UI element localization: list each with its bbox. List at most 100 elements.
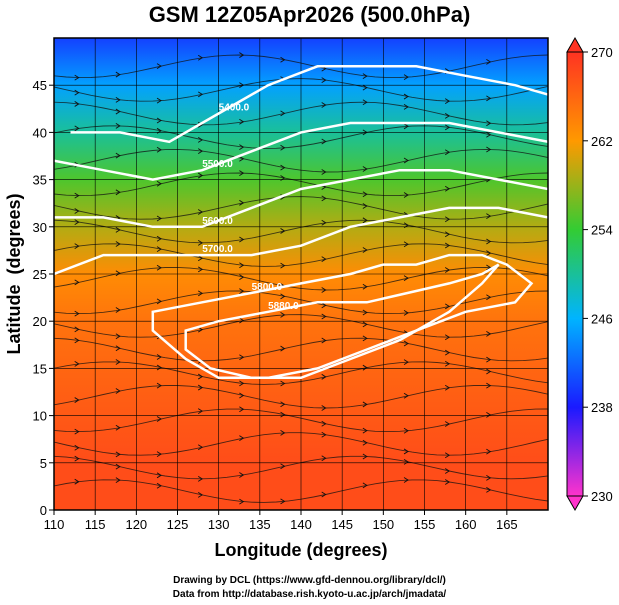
wind-arrow xyxy=(444,360,451,367)
wind-arrow xyxy=(321,405,327,411)
colorbar-ticks: 270 262 254 246 238 230 xyxy=(583,45,613,504)
wind-arrow xyxy=(486,238,492,245)
wind-arrow xyxy=(156,246,162,253)
wind-arrow xyxy=(74,478,80,485)
wind-arrow xyxy=(486,59,492,65)
wind-arrow xyxy=(197,290,204,297)
wind-arrow xyxy=(362,217,368,224)
wind-arrow xyxy=(74,219,80,226)
contour-label: 5880.0 xyxy=(268,301,299,312)
wind-arrow xyxy=(362,401,368,408)
wind-arrow xyxy=(403,93,409,100)
wind-arrow xyxy=(444,216,451,223)
wind-arrow xyxy=(74,310,80,317)
y-tick-label: 40 xyxy=(33,125,47,140)
wind-arrow xyxy=(403,340,409,347)
wind-arrow xyxy=(321,77,327,84)
wind-arrow xyxy=(486,250,492,257)
wind-arrow xyxy=(321,287,327,293)
wind-arrow xyxy=(444,349,451,356)
wind-arrow xyxy=(403,157,409,164)
wind-arrow xyxy=(197,54,204,61)
wind-arrow xyxy=(444,468,451,474)
height-contour xyxy=(184,263,500,380)
wind-arrow xyxy=(486,448,492,455)
wind-arrow xyxy=(239,354,245,361)
chart-title: GSM 12Z05Apr2026 (500.0hPa) xyxy=(148,2,471,27)
wind-arrow xyxy=(197,266,204,273)
wind-arrow xyxy=(115,451,121,458)
wind-arrow xyxy=(486,131,492,138)
wind-arrow xyxy=(156,117,162,124)
x-tick-label: 115 xyxy=(85,517,106,532)
wind-arrow xyxy=(403,448,409,455)
wind-arrow xyxy=(239,199,245,206)
wind-arrow xyxy=(403,123,409,130)
wind-arrow xyxy=(156,416,162,422)
height-contour xyxy=(151,253,534,380)
y-tick-label: 20 xyxy=(33,314,47,329)
x-axis-label: Longitude (degrees) xyxy=(214,540,387,560)
wind-arrow xyxy=(239,118,245,125)
wind-arrow xyxy=(156,451,162,458)
y-tick-label: 30 xyxy=(33,220,47,235)
wind-arrow xyxy=(197,255,204,262)
y-tick-label: 15 xyxy=(33,361,47,376)
wind-arrow xyxy=(486,120,492,127)
contour-label: 5700.0 xyxy=(202,244,233,255)
wind-arrow xyxy=(486,474,492,481)
grid-lines xyxy=(54,38,548,510)
wind-arrow xyxy=(280,144,286,151)
wind-arrow xyxy=(197,148,204,155)
wind-arrow xyxy=(362,427,368,434)
wind-arrow xyxy=(362,309,368,316)
wind-arrow xyxy=(403,104,409,110)
wind-arrow xyxy=(444,334,451,341)
wind-arrow xyxy=(444,303,451,310)
wind-arrow xyxy=(280,228,286,234)
wind-arrow xyxy=(403,74,409,81)
wind-arrow xyxy=(362,166,368,172)
wind-arrow xyxy=(156,180,162,187)
height-contour xyxy=(54,168,548,229)
wind-arrow xyxy=(362,203,368,209)
wind-arrow xyxy=(239,435,245,442)
contour-label: 5600.0 xyxy=(202,216,233,227)
y-tick-label: 0 xyxy=(40,503,47,518)
y-tick-label: 45 xyxy=(33,78,47,93)
x-tick-label: 140 xyxy=(290,517,312,532)
wind-arrow xyxy=(486,95,492,102)
wind-arrow xyxy=(362,364,368,371)
wind-arrow xyxy=(197,408,204,414)
wind-arrow xyxy=(115,189,121,196)
wind-arrow xyxy=(280,164,286,171)
wind-arrow xyxy=(321,169,327,175)
wind-arrow xyxy=(321,195,327,202)
wind-arrow xyxy=(280,312,286,318)
wind-arrow xyxy=(403,427,409,434)
wind-arrow xyxy=(156,482,162,489)
wind-arrow xyxy=(74,455,80,462)
y-tick-label: 35 xyxy=(33,173,47,188)
x-tick-label: 150 xyxy=(372,517,394,532)
wind-arrow xyxy=(280,262,286,269)
wind-arrow xyxy=(486,331,492,337)
wind-arrow xyxy=(444,452,451,459)
contour-label: 5500.0 xyxy=(202,159,233,170)
wind-arrow xyxy=(239,155,245,162)
y-tick-label: 10 xyxy=(33,409,47,424)
x-tick-label: 120 xyxy=(125,517,147,532)
x-tick-label: 145 xyxy=(331,517,353,532)
wind-arrow xyxy=(115,424,121,431)
wind-arrow xyxy=(74,74,80,81)
wind-arrow xyxy=(74,428,80,435)
wind-arrow xyxy=(74,337,80,344)
wind-arrow xyxy=(403,192,409,198)
wind-arrow xyxy=(403,458,409,465)
wind-arrow xyxy=(403,309,409,316)
wind-arrow xyxy=(280,293,286,300)
colorbar-tick-label: 246 xyxy=(591,311,613,326)
y-tick-label: 5 xyxy=(40,456,47,471)
wind-arrow xyxy=(321,102,327,108)
